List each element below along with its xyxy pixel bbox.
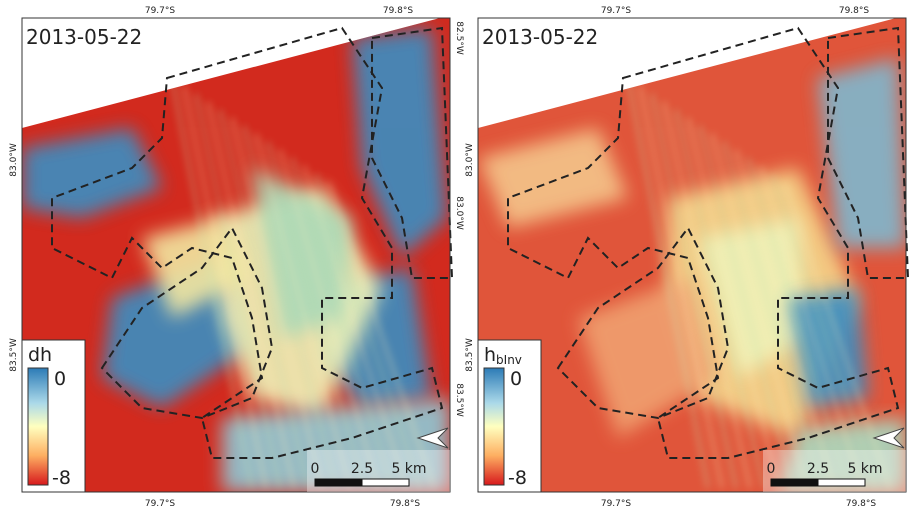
bottom-axis-label: 79.8°S xyxy=(846,499,877,509)
right-axis-label: 83.5°W xyxy=(454,383,464,417)
colorbar-max: 0 xyxy=(510,368,522,390)
scale-bar-white xyxy=(818,479,865,486)
scale-bar-label: 2.5 xyxy=(807,461,829,477)
colorbar xyxy=(484,368,504,485)
colorbar-min: -8 xyxy=(508,467,527,489)
right-axis-label: 83.0°W xyxy=(454,196,464,230)
top-axis-label: 79.7°S xyxy=(601,6,632,16)
page: {"panels": [ {"date": "2013-05-22", "col… xyxy=(0,0,913,514)
colorbar-label-main: dh xyxy=(28,344,52,366)
figure: 2013-05-22dh0-802.55 km79.7°S79.8°S79.7°… xyxy=(0,0,913,514)
colorbar xyxy=(28,368,48,485)
top-axis-label: 79.8°S xyxy=(383,6,414,16)
map-date: 2013-05-22 xyxy=(26,25,142,49)
scale-bar-black xyxy=(771,479,818,486)
scale-bar-label: 5 km xyxy=(391,461,426,477)
colorbar-label: dh xyxy=(28,344,52,366)
map-raster xyxy=(22,18,450,492)
bottom-axis-label: 79.7°S xyxy=(145,499,176,509)
colorbar-max: 0 xyxy=(54,368,66,390)
scale-bar-black xyxy=(315,479,362,486)
colorbar-label-sub: bInv xyxy=(496,353,522,367)
left-axis-label: 83.0°W xyxy=(465,143,475,177)
left-axis-label: 83.5°W xyxy=(465,338,475,372)
scale-bar-label: 0 xyxy=(767,461,776,477)
map-date: 2013-05-22 xyxy=(482,25,598,49)
colorbar-label-main: h xyxy=(484,344,496,366)
left-axis-label: 83.0°W xyxy=(9,143,19,177)
bottom-axis-label: 79.7°S xyxy=(601,499,632,509)
bottom-axis-label: 79.8°S xyxy=(390,499,421,509)
colorbar-min: -8 xyxy=(52,467,71,489)
left-axis-label: 83.5°W xyxy=(9,338,19,372)
scale-bar-label: 2.5 xyxy=(351,461,373,477)
top-axis-label: 79.8°S xyxy=(839,6,870,16)
scale-bar-label: 0 xyxy=(311,461,320,477)
map-raster xyxy=(478,18,906,492)
scale-bar-white xyxy=(362,479,409,486)
scale-bar-label: 5 km xyxy=(847,461,882,477)
top-axis-label: 79.7°S xyxy=(145,6,176,16)
right-axis-label: 82.5°W xyxy=(454,21,464,55)
